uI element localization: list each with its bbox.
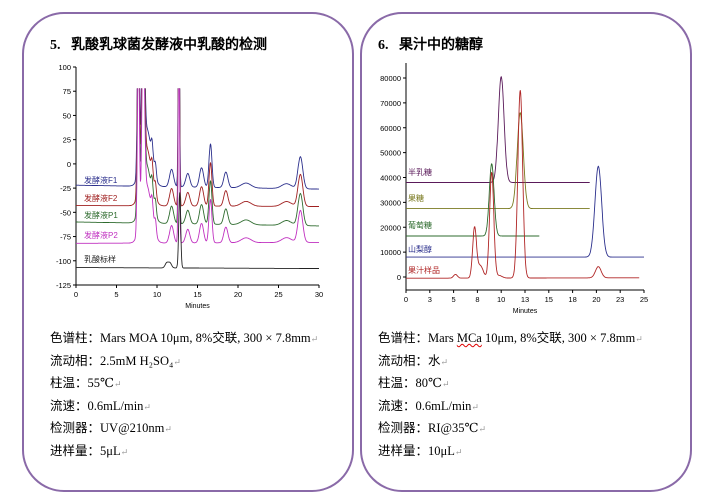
spec-flow: 流速：0.6mL/min↵ bbox=[50, 398, 151, 413]
x-tick-label: 5 bbox=[114, 290, 118, 299]
spec-temperature: 柱温：55℃↵ bbox=[50, 376, 122, 390]
series-label: 发酵液P1 bbox=[84, 210, 118, 220]
spec-mobile-phase: 流动相：2.5mM H₂SO₄↵ bbox=[50, 353, 181, 368]
series-line bbox=[406, 111, 590, 210]
y-tick-label: 20000 bbox=[380, 223, 401, 232]
x-tick-label: 23 bbox=[616, 295, 624, 304]
y-tick-label: 25 bbox=[63, 136, 71, 145]
spec-mobile-phase: 流动相：水↵ bbox=[378, 353, 449, 368]
x-tick-label: 5 bbox=[452, 295, 456, 304]
x-tick-label: 20 bbox=[234, 290, 242, 299]
x-tick-label: 15 bbox=[545, 295, 553, 304]
x-tick-label: 0 bbox=[404, 295, 408, 304]
series-line bbox=[406, 163, 540, 237]
right-specs: 色谱柱：Mars MCa 10μm, 8%交联, 300 × 7.8mm↵ 流动… bbox=[378, 328, 643, 463]
series-line bbox=[76, 192, 319, 269]
spec-detector: 检测器：UV@210nm↵ bbox=[50, 421, 172, 435]
x-tick-label: 18 bbox=[568, 295, 576, 304]
x-axis-label: Minutes bbox=[185, 303, 210, 310]
y-tick-label: 40000 bbox=[380, 174, 401, 183]
y-tick-label: 70000 bbox=[380, 99, 401, 108]
series-label: 山梨醇 bbox=[408, 244, 432, 254]
x-tick-label: 20 bbox=[592, 295, 600, 304]
y-tick-label: 100 bbox=[58, 63, 71, 72]
x-axis-label: Minutes bbox=[513, 308, 538, 315]
spec-column: 色谱柱：Mars MCa 10μm, 8%交联, 300 × 7.8mm↵ bbox=[378, 331, 643, 345]
y-tick-label: 0 bbox=[67, 160, 71, 169]
y-tick-label: 50 bbox=[63, 111, 71, 120]
series-label: 葡萄糖 bbox=[408, 220, 432, 230]
y-tick-label: -75 bbox=[60, 233, 71, 242]
series-label: 发酵液F1 bbox=[84, 175, 118, 185]
series-line bbox=[406, 75, 590, 183]
y-tick-label: -100 bbox=[56, 257, 71, 266]
series-label: 发酵液P2 bbox=[84, 230, 118, 240]
x-tick-label: 30 bbox=[315, 290, 323, 299]
series-label: 半乳糖 bbox=[408, 167, 432, 177]
x-tick-label: 15 bbox=[193, 290, 201, 299]
x-tick-label: 0 bbox=[74, 290, 78, 299]
series-label: 乳酸标样 bbox=[84, 254, 116, 264]
left-specs: 色谱柱：Mars MOA 10μm, 8%交联, 300 × 7.8mm↵ 流动… bbox=[50, 328, 318, 463]
x-tick-label: 3 bbox=[428, 295, 432, 304]
series-line bbox=[76, 88, 319, 207]
spec-temperature: 柱温：80℃↵ bbox=[378, 376, 450, 390]
series-label: 果糖 bbox=[408, 193, 424, 203]
y-tick-label: 60000 bbox=[380, 124, 401, 133]
spec-detector: 检测器：RI@35℃↵ bbox=[378, 421, 487, 435]
x-tick-label: 8 bbox=[475, 295, 479, 304]
y-tick-label: -125 bbox=[56, 281, 71, 290]
y-tick-label: 75 bbox=[63, 87, 71, 96]
spec-column: 色谱柱：Mars MOA 10μm, 8%交联, 300 × 7.8mm↵ bbox=[50, 331, 319, 345]
series-label: 果汁样品 bbox=[408, 265, 440, 275]
x-tick-label: 10 bbox=[497, 295, 505, 304]
y-tick-label: -25 bbox=[60, 184, 71, 193]
y-tick-label: 0 bbox=[397, 273, 401, 282]
x-tick-label: 10 bbox=[153, 290, 161, 299]
y-tick-label: 10000 bbox=[380, 248, 401, 257]
series-line bbox=[406, 90, 640, 279]
x-tick-label: 13 bbox=[521, 295, 529, 304]
right-title: 6. 果汁中的糖醇 bbox=[378, 38, 483, 53]
series-line bbox=[76, 88, 319, 244]
series-line bbox=[76, 88, 319, 190]
sugar-alcohol-chromatogram: 0 10000 20000 30000 40000 50000 60000 70000 8000… bbox=[380, 63, 648, 315]
x-tick-label: 25 bbox=[640, 295, 648, 304]
y-tick-label: 50000 bbox=[380, 149, 401, 158]
series-line bbox=[76, 88, 319, 227]
y-tick-label: 30000 bbox=[380, 198, 401, 207]
y-tick-label: -50 bbox=[60, 208, 71, 217]
x-tick-label: 25 bbox=[274, 290, 282, 299]
left-title: 5. 乳酸乳球菌发酵液中乳酸的检测 bbox=[50, 38, 267, 53]
y-tick-label: 80000 bbox=[380, 74, 401, 83]
spec-injection: 进样量：10μL↵ bbox=[378, 443, 463, 458]
spec-injection: 进样量：5μL↵ bbox=[50, 443, 129, 458]
series-label: 发酵液F2 bbox=[84, 193, 118, 203]
spec-flow: 流速：0.6mL/min↵ bbox=[378, 398, 479, 413]
